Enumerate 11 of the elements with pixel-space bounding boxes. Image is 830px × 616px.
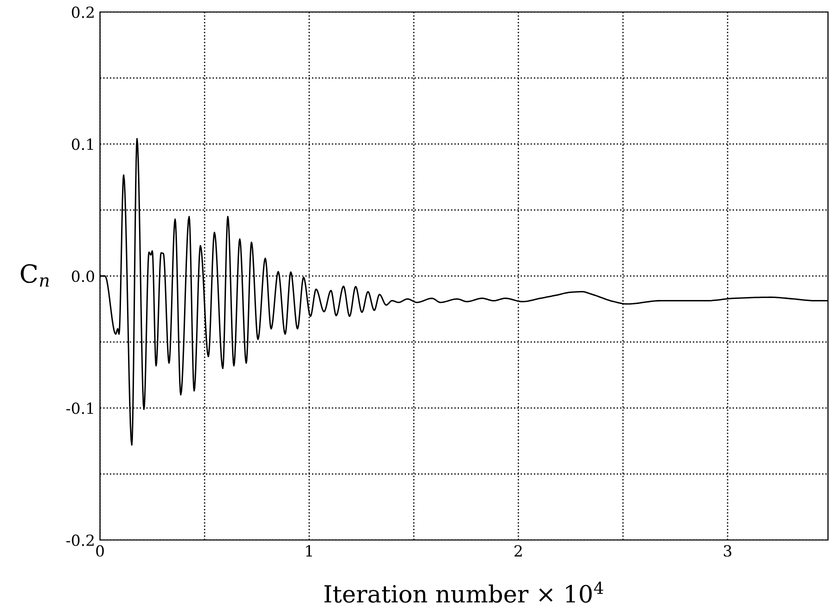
- x-tick-label: 2: [514, 545, 522, 556]
- y-tick-label: -0.1: [66, 402, 93, 414]
- x-tick-label: 3: [724, 545, 732, 557]
- x-tick-label: 0: [96, 545, 104, 557]
- y-tick-label: -0.2: [66, 534, 94, 546]
- x-tick-label: 1: [306, 545, 312, 556]
- y-tick-label: 0.2: [72, 6, 94, 18]
- x-axis-title: Iteration number × 10$^{4}$: [324, 582, 604, 603]
- y-axis-title: C$_{n}$: [20, 264, 49, 287]
- y-tick-label: 0.1: [72, 138, 93, 150]
- y-tick-label: 0.0: [72, 270, 94, 282]
